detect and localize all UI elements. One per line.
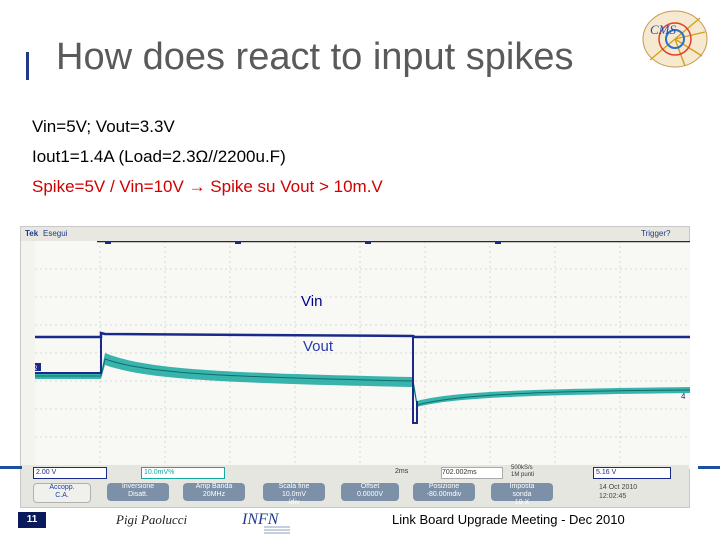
timebase: 2ms	[395, 468, 409, 475]
scope-brand: Tek	[25, 229, 39, 238]
scope-mode: Esegui	[43, 229, 68, 238]
scope-top-bar: Tek Esegui Trigger?	[21, 227, 689, 241]
sample-rate: 500kS/s	[511, 465, 533, 471]
scope-datetime: 14 Oct 2010 12:02:45	[599, 483, 669, 503]
channel-markers: 2 4	[35, 363, 686, 401]
footer-accent-right	[698, 466, 720, 469]
sample-info: 500kS/s 1M punti	[511, 465, 571, 479]
bullet-voltage: Vin=5V; Vout=3.3V	[32, 117, 175, 136]
svg-text:CMS: CMS	[650, 22, 677, 37]
title-accent-bar	[26, 52, 29, 80]
meeting-title: Link Board Upgrade Meeting - Dec 2010	[392, 512, 625, 527]
svg-text:INFN: INFN	[242, 511, 280, 528]
record-points: 1M punti	[511, 472, 535, 478]
scope-plot: 2 4	[35, 241, 690, 469]
svg-text:4: 4	[681, 392, 686, 401]
vin-step-left	[35, 333, 102, 374]
bullet-spike: Spike=5V / Vin=10V → Spike su Vout > 10m…	[32, 177, 383, 196]
slide-title: How does react to input spikes	[56, 36, 574, 78]
trigger-level: 5.16 V	[593, 467, 671, 479]
infn-logo: INFN	[242, 511, 290, 534]
scope-controls: 2.00 V 10.0mV% 2ms 702.002ms 500kS/s 1M …	[21, 465, 689, 507]
scope-date: 14 Oct 2010	[599, 484, 638, 491]
invert-button[interactable]: Inversione Disatt.	[107, 483, 169, 501]
page-number: 11	[18, 512, 46, 528]
trigger-position: 702.002ms	[441, 467, 503, 479]
fine-scale-button[interactable]: Scala fine 10.0mV /div	[263, 483, 325, 506]
ch1-scale: 2.00 V	[33, 467, 107, 479]
footer-accent-left	[0, 466, 22, 469]
cms-logo: CMS	[642, 10, 708, 68]
bullet-current: Iout1=1.4A (Load=2.3Ω//2200u.F)	[32, 147, 286, 166]
oscilloscope-screenshot: Tek Esegui Trigger? 2	[20, 226, 690, 508]
svg-text:2: 2	[35, 366, 38, 372]
bullet-list: Vin=5V; Vout=3.3V Iout1=1.4A (Load=2.3Ω/…	[32, 112, 383, 202]
ch2-scale: 10.0mV%	[141, 467, 225, 479]
scope-trigger-status: Trigger?	[641, 229, 671, 238]
vout-label: Vout	[303, 338, 334, 355]
scope-time: 12:02:45	[599, 493, 627, 500]
probe-setup-button[interactable]: Imposta sonda 10 X	[491, 483, 553, 506]
bandwidth-button[interactable]: Amp Banda 20MHz	[183, 483, 245, 501]
vin-label: Vin	[301, 293, 323, 310]
offset-button[interactable]: Offset 0.0000V	[341, 483, 399, 501]
vout-spike-down	[412, 377, 418, 424]
coupling-button[interactable]: Accopp. C.A.	[33, 483, 91, 503]
author-name: Pigi Paolucci	[116, 512, 188, 527]
position-button[interactable]: Posizione -80.00mdiv	[413, 483, 475, 501]
